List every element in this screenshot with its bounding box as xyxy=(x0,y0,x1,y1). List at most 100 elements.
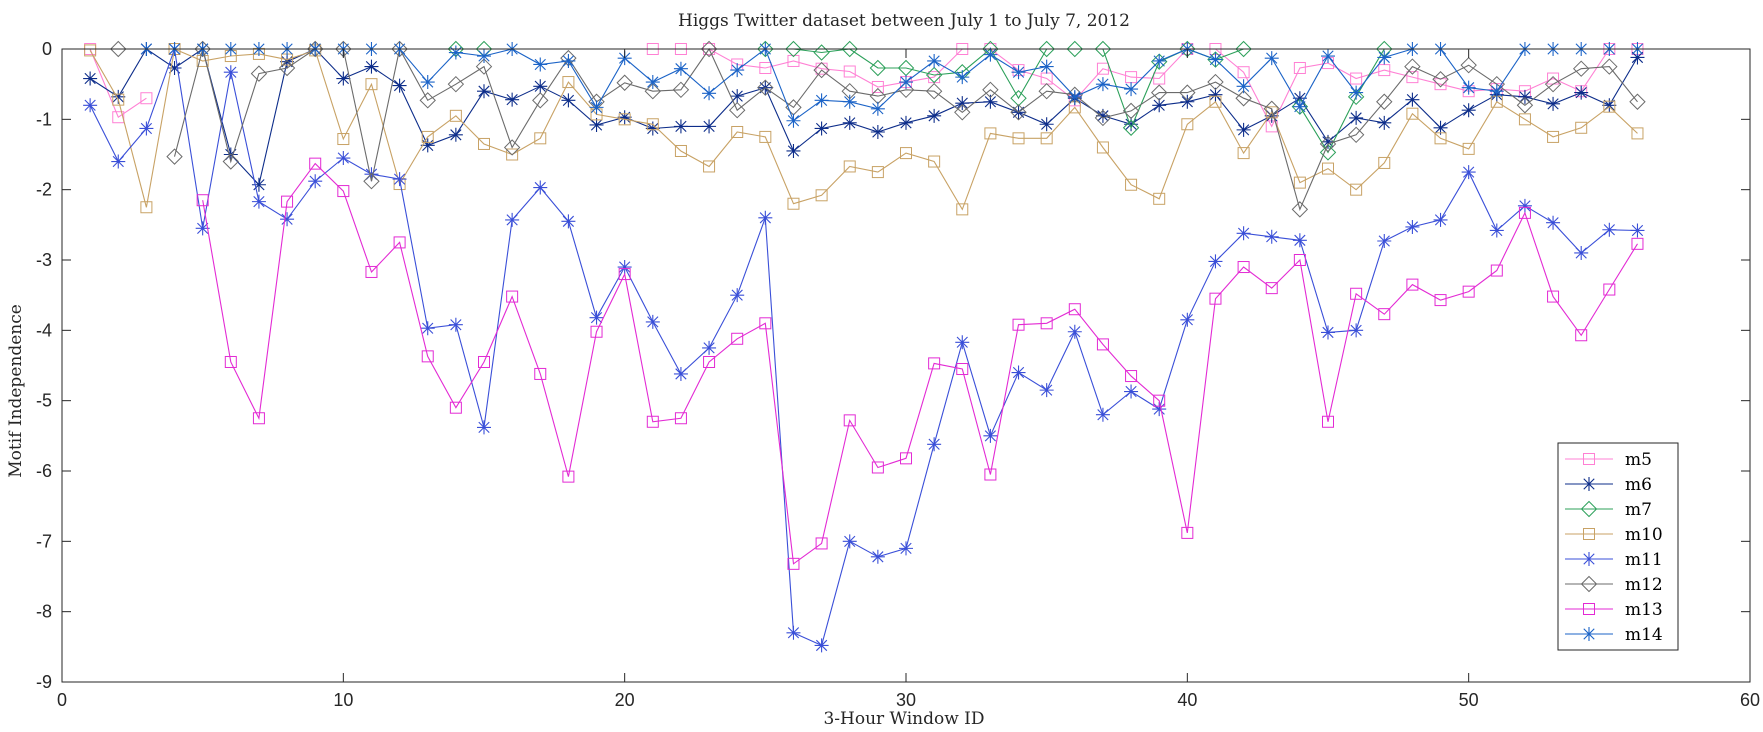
point-m12-x50 xyxy=(1460,56,1477,74)
point-m14-x46 xyxy=(1349,85,1364,100)
point-m14-x51 xyxy=(1489,84,1504,99)
point-m13-x12 xyxy=(393,236,406,249)
point-m6-x11 xyxy=(364,59,379,74)
point-m12-x34 xyxy=(1010,104,1027,121)
point-m10-x46 xyxy=(1350,183,1363,196)
y-tick-label: -9 xyxy=(36,672,52,692)
legend-swatch-marker-m11 xyxy=(1582,552,1596,566)
point-m11-x14 xyxy=(448,317,463,332)
point-m13-x45 xyxy=(1322,415,1334,428)
point-m10-x42 xyxy=(1237,147,1250,160)
point-m13-x30 xyxy=(900,452,912,465)
point-m7-x45 xyxy=(1319,144,1337,161)
point-m7-x25 xyxy=(757,40,774,58)
point-m7-x46 xyxy=(1347,88,1365,106)
point-m14-x41 xyxy=(1208,52,1223,67)
point-m14-x35 xyxy=(1039,59,1054,74)
point-m6-x4 xyxy=(167,60,182,75)
point-m11-x12 xyxy=(392,172,407,187)
point-m10-x33 xyxy=(984,127,997,140)
point-m13-x17 xyxy=(534,367,547,380)
point-m14-x17 xyxy=(533,57,548,72)
point-m5-x28 xyxy=(843,65,856,78)
point-m13-x18 xyxy=(562,470,575,483)
point-m11-x51 xyxy=(1489,223,1504,238)
point-m13-x10 xyxy=(337,185,350,198)
point-m5-x42 xyxy=(1237,66,1250,79)
legend-entry-m14: m14 xyxy=(1565,625,1663,645)
point-m6-x47 xyxy=(1377,115,1392,130)
point-m14-x38 xyxy=(1124,82,1139,97)
y-tick-label: -2 xyxy=(36,180,52,200)
point-m11-x27 xyxy=(814,638,829,653)
point-m6-x26 xyxy=(786,143,801,158)
point-m10-x43 xyxy=(1265,106,1278,119)
point-m12-x47 xyxy=(1376,93,1393,110)
point-m10-x52 xyxy=(1518,113,1531,126)
point-m7-x29 xyxy=(869,59,887,77)
point-m14-x20 xyxy=(617,51,632,66)
point-m6-x53 xyxy=(1546,96,1561,111)
point-m10-x18 xyxy=(562,76,575,89)
point-m6-x54 xyxy=(1574,85,1589,100)
point-m6-x7 xyxy=(251,177,266,192)
legend-entry-m5: m5 xyxy=(1565,450,1652,470)
point-m11-x19 xyxy=(589,310,604,325)
point-m14-x21 xyxy=(645,75,660,90)
point-m11-x5 xyxy=(195,221,210,236)
legend: m5 m6 m7 m10 m11 m12 m13 m14 xyxy=(1557,442,1679,651)
point-m13-x22 xyxy=(674,412,687,425)
point-m12-x20 xyxy=(616,74,633,91)
y-tick-label: -1 xyxy=(36,109,52,129)
point-m5-x48 xyxy=(1406,71,1419,84)
point-m13-x41 xyxy=(1209,292,1222,305)
point-m10-x22 xyxy=(674,144,687,157)
series-line-m11 xyxy=(89,48,1638,647)
point-m11-x1 xyxy=(83,98,98,113)
point-m13-x16 xyxy=(506,290,519,303)
point-m12-x24 xyxy=(728,101,746,119)
point-m10-x48 xyxy=(1406,107,1419,120)
point-m6-x27 xyxy=(814,121,829,136)
point-m12-x44 xyxy=(1291,201,1309,218)
y-tick-label: -7 xyxy=(36,531,52,551)
point-m7-x27 xyxy=(813,44,830,61)
point-m11-x18 xyxy=(561,214,576,229)
x-tick-label: 50 xyxy=(1459,690,1479,710)
point-m5-x37 xyxy=(1096,62,1109,75)
series-line-m10 xyxy=(89,48,1638,211)
point-m12-x41 xyxy=(1207,73,1224,91)
point-m12-x21 xyxy=(644,82,662,100)
point-m13-x29 xyxy=(871,461,884,474)
point-m6-x52 xyxy=(1517,89,1532,104)
legend-label-m5: m5 xyxy=(1625,450,1652,470)
point-m13-x28 xyxy=(843,414,856,427)
point-m13-x53 xyxy=(1547,290,1560,303)
point-m12-x17 xyxy=(532,92,549,109)
point-m7-x38 xyxy=(1122,119,1140,136)
point-m10-x3 xyxy=(140,201,153,214)
point-m12-x54 xyxy=(1572,60,1590,77)
point-m10-x26 xyxy=(787,197,800,210)
point-m10-x21 xyxy=(646,118,659,131)
point-m14-x37 xyxy=(1095,77,1110,92)
series-m10 xyxy=(84,43,1644,216)
legend-swatch-marker-m13 xyxy=(1583,603,1595,615)
point-m6-x31 xyxy=(927,108,942,123)
legend-box xyxy=(1557,442,1679,651)
point-m12-x2 xyxy=(110,40,127,58)
point-m7-x37 xyxy=(1094,40,1112,58)
point-m13-x6 xyxy=(224,355,237,368)
point-m10-x25 xyxy=(759,130,772,143)
point-m6-x29 xyxy=(870,124,885,139)
point-m12-x22 xyxy=(672,81,690,99)
point-m10-x10 xyxy=(337,133,350,146)
point-m13-x44 xyxy=(1293,254,1306,266)
point-m12-x11 xyxy=(363,173,380,190)
point-m12-x9 xyxy=(306,40,324,58)
point-m13-x54 xyxy=(1575,329,1588,342)
point-m12-x23 xyxy=(700,40,718,58)
point-m12-x7 xyxy=(250,65,268,82)
x-tick-label: 0 xyxy=(57,690,67,710)
